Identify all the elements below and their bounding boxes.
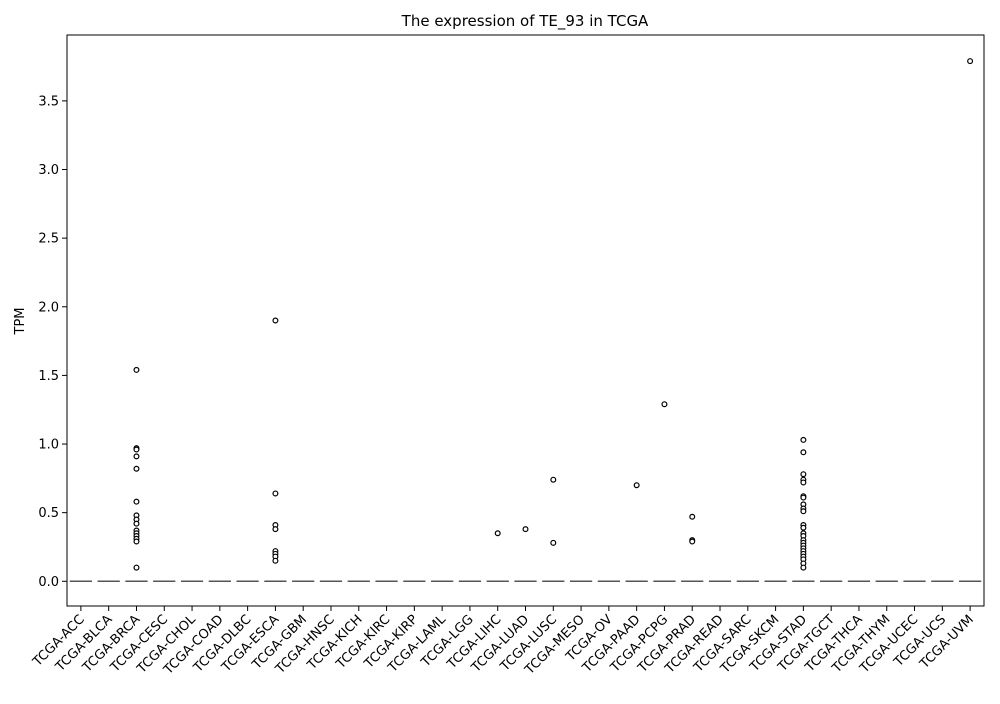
y-axis: 0.0 0.5 1.0 1.5 2.0 2.5 3.0 3.5 [38, 94, 67, 590]
outlier-point [522, 526, 529, 533]
y-tick-label: 2.0 [38, 300, 59, 315]
outlier-point [800, 494, 807, 501]
chart-title: The expression of TE_93 in TCGA [401, 12, 649, 31]
outlier-point [133, 453, 140, 460]
outlier-point [800, 449, 807, 456]
outlier-point [494, 530, 501, 537]
outlier-point [800, 479, 807, 486]
y-axis-label: TPM [13, 308, 28, 336]
axes-frame [66, 34, 985, 607]
outlier-point [272, 557, 279, 564]
x-axis: TCGA-ACCTCGA-BLCATCGA-BRCATCGA-CESCTCGA-… [30, 606, 977, 678]
y-tick-label: 1.0 [38, 438, 59, 453]
y-tick-label: 0.0 [38, 575, 59, 590]
outlier-point [800, 564, 807, 571]
outlier-point [133, 366, 140, 373]
outlier-point [661, 401, 668, 408]
outlier-point [689, 538, 696, 545]
y-tick-label: 1.5 [38, 369, 59, 384]
outlier-point [133, 446, 140, 453]
outlier-point [967, 58, 974, 65]
outlier-point [272, 526, 279, 533]
y-tick-label: 0.5 [38, 506, 59, 521]
plot-area [69, 58, 982, 583]
outlier-point [800, 436, 807, 443]
outlier-point [800, 524, 807, 531]
outlier-point [272, 490, 279, 497]
outlier-point [133, 498, 140, 505]
outlier-point [689, 513, 696, 520]
outlier-point [800, 471, 807, 478]
outlier-point [633, 482, 640, 489]
y-tick-label: 3.0 [38, 163, 59, 178]
y-tick-label: 3.5 [38, 94, 59, 109]
outlier-point [133, 538, 140, 545]
outlier-point [800, 508, 807, 515]
outlier-point [272, 317, 279, 324]
outlier-point [550, 539, 557, 546]
outlier-point [133, 564, 140, 571]
outlier-point [133, 465, 140, 472]
outlier-point [550, 476, 557, 483]
y-tick-label: 2.5 [38, 232, 59, 247]
outlier-point [133, 520, 140, 527]
